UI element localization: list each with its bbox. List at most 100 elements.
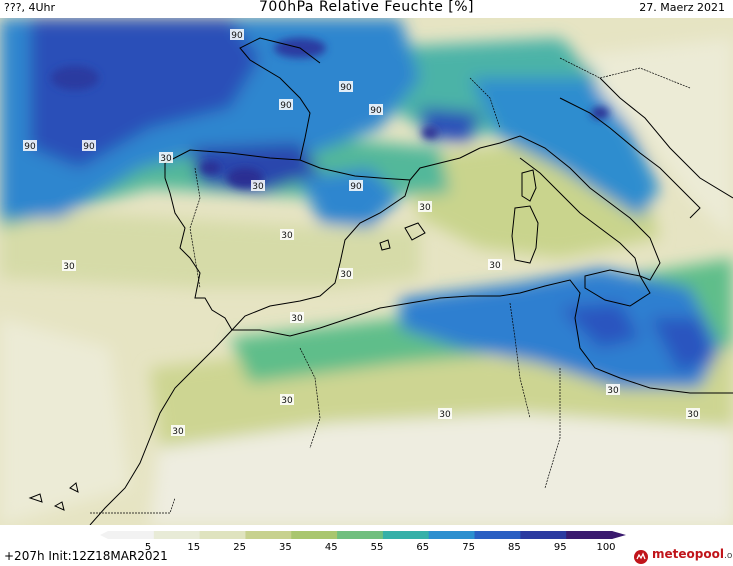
- coastline-north-africa: [232, 279, 733, 394]
- legend-arrow-left: [100, 531, 108, 539]
- contour-label-bg: [171, 425, 185, 436]
- contour-label: 30: [281, 231, 293, 241]
- contour-label-bg: [280, 394, 294, 405]
- contour-label-bg: [339, 268, 353, 279]
- legend-swatch: [382, 531, 430, 539]
- contour-label: 30: [172, 427, 184, 437]
- contour-label-bg: [606, 384, 620, 395]
- map-title: 700hPa Relative Feuchte [%]: [259, 0, 474, 15]
- color-legend: 5 15 25 35 45 55 65 75 85 95 100: [100, 531, 626, 553]
- coastline-italy: [479, 135, 661, 281]
- humidity-map: 90 90 90 90 90 90 90 30 30 30 30 30 30 30 30 30 30 30 30 30: [0, 18, 733, 525]
- contour-label: 90: [340, 83, 352, 93]
- legend-tick-label: 25: [233, 542, 246, 553]
- very-wet-zone-atlantic: [30, 18, 260, 168]
- very-wet-zone-south-italy: [650, 318, 715, 373]
- coastline-morocco: [89, 329, 233, 525]
- legend-tick-labels: 5 15 25 35 45 55 65 75 85 95 100: [145, 542, 616, 553]
- dry-zone-west: [0, 318, 130, 525]
- contour-label: 30: [419, 203, 431, 213]
- legend-tick-label: 100: [596, 542, 615, 553]
- contour-label-bg: [159, 152, 173, 163]
- contour-label: 30: [281, 396, 293, 406]
- contour-label-bg: [418, 201, 432, 212]
- forecast-init-label: +207h Init:12Z18MAR2021: [4, 549, 168, 563]
- legend-arrow-right: [612, 531, 626, 539]
- border-morocco-algeria: [299, 347, 321, 449]
- borders: [90, 57, 691, 514]
- dry-zone-south: [150, 408, 733, 525]
- coastline-canaries: [28, 482, 79, 511]
- contour-label: 30: [252, 182, 264, 192]
- contour-label: 30: [340, 270, 352, 280]
- legend-tick-label: 55: [371, 542, 384, 553]
- contour-label: 90: [350, 182, 362, 192]
- coastline-sicily: [584, 269, 651, 307]
- meteopool-logo-text[interactable]: meteopool.org: [652, 547, 733, 561]
- very-wet-zone-tunisia: [560, 303, 640, 348]
- wet-zone-tunisia: [400, 268, 720, 388]
- contour-label-bg: [339, 81, 353, 92]
- contour-label-bg: [230, 29, 244, 40]
- contour-label-bg: [279, 99, 293, 110]
- contour-label-bg: [349, 180, 363, 191]
- legend-swatch: [428, 531, 476, 539]
- legend-tick-label: 95: [554, 542, 567, 553]
- border-central-europe: [559, 57, 691, 89]
- contour-label-bg: [686, 408, 700, 419]
- border-france-italy: [469, 77, 501, 129]
- legend-swatch: [566, 531, 613, 539]
- coastline-iberia: [164, 149, 411, 331]
- legend-swatch: [337, 531, 384, 539]
- humidity-field: [0, 18, 733, 525]
- wet-zone-adriatic: [470, 78, 660, 218]
- coastline-italy-east: [559, 97, 701, 219]
- contour-label: 30: [63, 262, 75, 272]
- legend-swatch: [291, 531, 338, 539]
- legend-swatch: [520, 531, 567, 539]
- contour-label-bg: [290, 312, 304, 323]
- contour-label-bg: [438, 408, 452, 419]
- valid-time-label: ???, 4Uhr: [4, 1, 56, 14]
- legend-tick-label: 65: [416, 542, 429, 553]
- border-western-sahara: [90, 497, 176, 514]
- contour-label: 90: [83, 142, 95, 152]
- contour-label: 30: [607, 386, 619, 396]
- border-libya: [544, 368, 561, 489]
- coastline-ibiza: [379, 239, 391, 251]
- coastline-mallorca: [404, 222, 426, 241]
- coastline-sardinia: [511, 205, 539, 264]
- contour-label: 30: [489, 261, 501, 271]
- contour-label-bg: [62, 260, 76, 271]
- contour-label: 30: [439, 410, 451, 420]
- legend-tick-label: 15: [187, 542, 200, 553]
- legend-swatch: [199, 531, 246, 539]
- legend-swatch: [474, 531, 521, 539]
- valid-date-label: 27. Maerz 2021: [639, 1, 725, 14]
- contour-labels: 90 90 90 90 90 90 90 30 30 30 30 30 30 30 30 30 30 30 30 30: [23, 29, 700, 437]
- contour-label: 90: [370, 106, 382, 116]
- legend-tick-label: 5: [145, 542, 151, 553]
- logo-brand: meteopool: [652, 547, 724, 561]
- legend-tick-label: 85: [508, 542, 521, 553]
- contour-label: 30: [687, 410, 699, 420]
- contour-label: 30: [291, 314, 303, 324]
- logo-suffix: .org: [723, 551, 733, 561]
- contour-label-bg: [251, 180, 265, 191]
- contour-label-bg: [82, 140, 96, 151]
- contour-label-bg: [23, 140, 37, 151]
- contour-label: 30: [160, 154, 172, 164]
- legend-swatch: [153, 531, 201, 539]
- meteopool-logo[interactable]: [631, 546, 733, 566]
- contour-label-bg: [369, 104, 383, 115]
- coastline-corsica: [521, 169, 537, 202]
- contour-label: 90: [231, 31, 243, 41]
- border-spain-portugal: [189, 167, 201, 289]
- legend-tick-label: 75: [462, 542, 475, 553]
- very-wet-zone-pyrenees: [190, 143, 320, 193]
- legend-tick-label: 45: [325, 542, 338, 553]
- contour-label-bg: [488, 259, 502, 270]
- contour-label-bg: [280, 229, 294, 240]
- contour-label: 90: [24, 142, 36, 152]
- coastline-balkans: [599, 77, 733, 199]
